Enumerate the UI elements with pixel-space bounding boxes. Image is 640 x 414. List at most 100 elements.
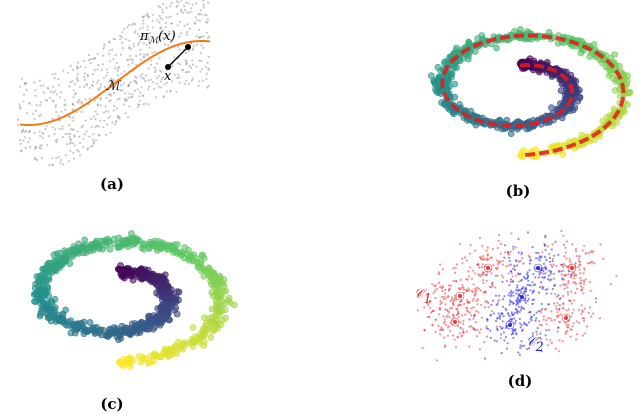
scatter-dot	[567, 270, 570, 273]
scatter-dot	[443, 336, 446, 339]
scatter-dot	[176, 45, 180, 48]
scatter-dot	[537, 276, 541, 279]
scatter-dot	[136, 103, 140, 106]
scatter-dot	[529, 317, 532, 321]
scatter-dot	[161, 345, 169, 353]
scatter-dot	[485, 273, 488, 276]
scatter-dot	[175, 90, 178, 94]
scatter-dot	[58, 119, 61, 122]
scatter-dot	[478, 237, 481, 240]
scatter-dot	[508, 323, 512, 327]
scatter-dot	[202, 267, 210, 274]
scatter-dot	[146, 25, 149, 28]
scatter-dot	[142, 42, 145, 45]
scatter-dot	[546, 344, 549, 347]
scatter-dot	[522, 262, 525, 265]
scatter-dot	[157, 40, 160, 43]
scatter-dot	[54, 72, 57, 75]
scatter-dot	[104, 110, 107, 113]
scatter-dot	[103, 85, 106, 88]
scatter-dot	[125, 266, 133, 274]
scatter-dot	[89, 61, 92, 65]
scatter-dot	[51, 304, 59, 311]
scatter-dot	[204, 20, 208, 23]
scatter-dot	[76, 130, 79, 133]
scatter-dot	[466, 289, 469, 292]
scatter-dot	[523, 297, 526, 300]
scatter-dot	[567, 282, 570, 285]
scatter-dot	[526, 348, 529, 351]
scatter-dot	[62, 69, 65, 72]
scatter-dot	[76, 79, 80, 82]
scatter-dot	[421, 346, 424, 349]
scatter-dot	[495, 325, 498, 328]
scatter-dot	[481, 271, 484, 274]
scatter-dot	[486, 253, 489, 256]
scatter-dot	[99, 83, 103, 86]
scatter-dot	[523, 277, 527, 280]
scatter-dot	[147, 67, 150, 70]
scatter-dot	[434, 296, 437, 300]
scatter-dot	[563, 255, 566, 258]
scatter-dot	[495, 268, 498, 271]
scatter-dot	[557, 350, 561, 353]
scatter-dot	[491, 299, 495, 302]
scatter-dot	[103, 119, 106, 122]
scatter-dot	[25, 112, 28, 115]
scatter-dot	[549, 273, 552, 276]
scatter-dot	[590, 315, 593, 318]
scatter-dot	[207, 318, 214, 325]
scatter-dot	[202, 3, 205, 6]
scatter-dot	[39, 104, 42, 107]
scatter-dot	[94, 118, 97, 121]
scatter-dot	[178, 1, 181, 4]
scatter-dot	[124, 112, 127, 115]
panel-c	[30, 230, 238, 371]
scatter-dot	[63, 99, 66, 102]
scatter-dot	[184, 51, 188, 55]
scatter-dot	[538, 323, 541, 326]
scatter-dot	[28, 102, 31, 105]
scatter-dot	[559, 284, 562, 287]
symbol: π	[139, 29, 149, 44]
scatter-dot	[41, 266, 49, 274]
scatter-dot	[191, 77, 194, 80]
scatter-dot	[151, 13, 155, 16]
scatter-dot	[58, 127, 61, 130]
scatter-dot	[569, 260, 572, 263]
scatter-dot	[583, 268, 586, 271]
scatter-dot	[554, 347, 558, 350]
scatter-dot	[453, 320, 457, 324]
scatter-dot	[427, 304, 430, 307]
scatter-dot	[132, 45, 135, 48]
scatter-dot	[55, 104, 58, 107]
scatter-dot	[76, 61, 79, 64]
scatter-dot	[583, 244, 586, 247]
panel-b	[427, 26, 634, 161]
scatter-dot	[159, 80, 163, 83]
scatter-dot	[103, 45, 106, 48]
scatter-dot	[523, 290, 526, 293]
scatter-dot	[487, 258, 490, 261]
scatter-dot	[572, 77, 580, 85]
scatter-dot	[572, 308, 575, 311]
scatter-dot	[481, 279, 485, 282]
scatter-dot	[453, 298, 456, 301]
scatter-dot	[162, 36, 165, 40]
scatter-dot	[141, 94, 144, 97]
scatter-dot	[69, 138, 72, 141]
scatter-dot	[22, 139, 25, 142]
scatter-dot	[88, 86, 91, 89]
scatter-dot	[562, 283, 565, 286]
scatter-dot	[602, 63, 610, 71]
scatter-dot	[450, 65, 457, 72]
scatter-dot	[504, 326, 507, 329]
scatter-dot	[118, 117, 121, 120]
scatter-dot	[535, 68, 543, 76]
scatter-dot	[82, 327, 90, 335]
scatter-dot	[20, 149, 23, 152]
scatter-dot	[615, 275, 618, 278]
scatter-dot	[70, 321, 78, 328]
scatter-dot	[457, 316, 460, 319]
scatter-dot	[487, 306, 490, 309]
